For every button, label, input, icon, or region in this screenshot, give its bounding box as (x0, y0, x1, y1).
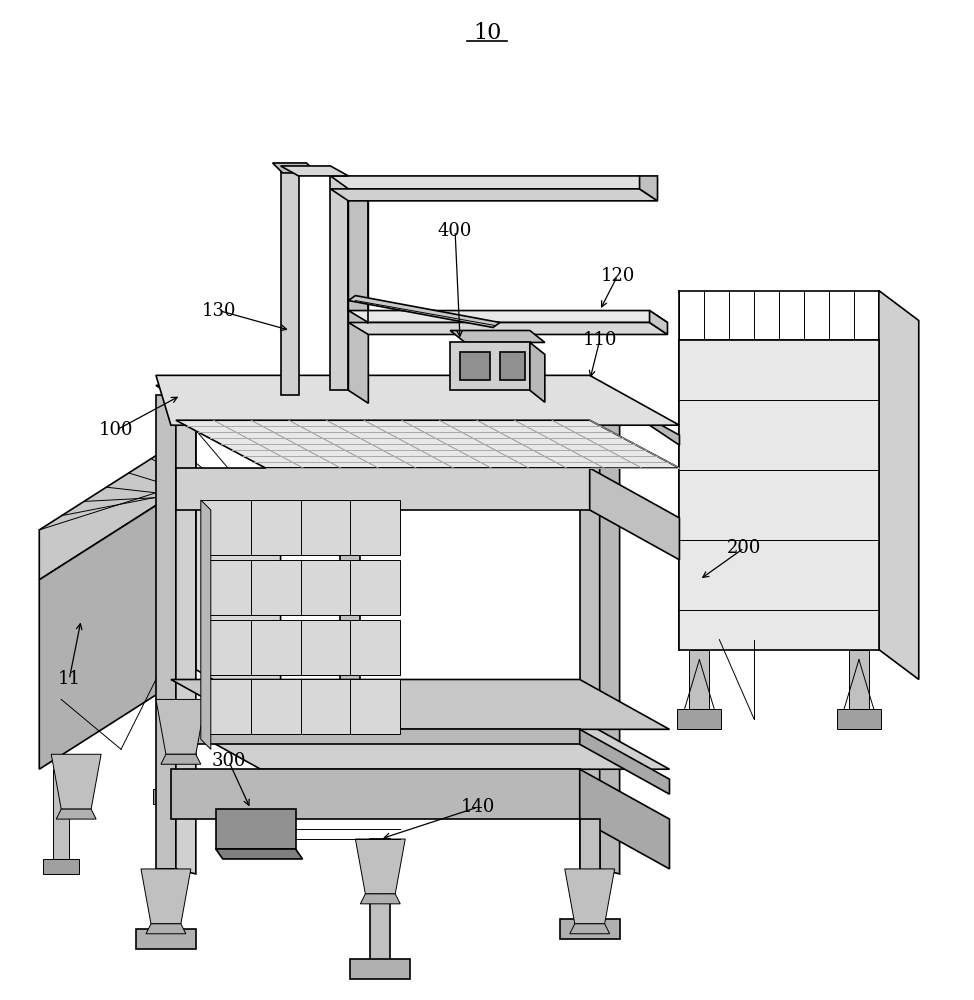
Polygon shape (156, 699, 206, 754)
Polygon shape (39, 480, 196, 769)
Polygon shape (500, 352, 525, 380)
Polygon shape (849, 650, 869, 719)
Polygon shape (349, 296, 500, 327)
Polygon shape (678, 709, 722, 729)
Polygon shape (216, 849, 303, 859)
Polygon shape (600, 395, 619, 874)
Polygon shape (54, 769, 69, 869)
Polygon shape (52, 754, 101, 809)
Polygon shape (201, 679, 400, 734)
Polygon shape (43, 859, 79, 874)
Polygon shape (330, 176, 349, 390)
Polygon shape (360, 894, 400, 904)
Polygon shape (580, 769, 669, 869)
Polygon shape (153, 789, 189, 804)
Polygon shape (530, 342, 544, 402)
Polygon shape (170, 769, 580, 819)
Polygon shape (161, 754, 201, 764)
Polygon shape (580, 819, 600, 929)
Polygon shape (136, 929, 196, 949)
Polygon shape (580, 729, 669, 794)
Polygon shape (356, 839, 405, 894)
Polygon shape (281, 166, 349, 176)
Polygon shape (170, 729, 580, 744)
Polygon shape (570, 924, 610, 934)
Polygon shape (349, 311, 667, 323)
Polygon shape (565, 869, 615, 924)
Polygon shape (273, 163, 317, 173)
Polygon shape (589, 385, 680, 445)
Polygon shape (176, 420, 680, 468)
Polygon shape (640, 176, 657, 201)
Polygon shape (196, 480, 281, 719)
Polygon shape (176, 468, 589, 510)
Polygon shape (201, 500, 210, 749)
Text: 110: 110 (582, 331, 617, 349)
Polygon shape (330, 189, 657, 201)
Polygon shape (349, 176, 368, 403)
Text: 10: 10 (472, 22, 502, 44)
Text: 140: 140 (461, 798, 495, 816)
Polygon shape (163, 699, 179, 799)
Polygon shape (281, 166, 299, 395)
Polygon shape (156, 385, 605, 395)
Polygon shape (201, 560, 400, 615)
Polygon shape (589, 468, 680, 560)
Polygon shape (176, 395, 196, 874)
Polygon shape (170, 719, 669, 769)
Polygon shape (341, 316, 360, 789)
Polygon shape (201, 620, 400, 675)
Polygon shape (156, 869, 176, 939)
Polygon shape (560, 919, 619, 939)
Polygon shape (879, 291, 918, 679)
Text: 100: 100 (98, 421, 133, 439)
Text: 120: 120 (600, 267, 635, 285)
Polygon shape (156, 395, 176, 869)
Polygon shape (201, 500, 400, 555)
Text: 130: 130 (202, 302, 236, 320)
Polygon shape (680, 340, 879, 650)
Polygon shape (330, 176, 657, 189)
Polygon shape (460, 352, 490, 380)
Polygon shape (216, 809, 295, 849)
Polygon shape (39, 430, 196, 580)
Polygon shape (146, 924, 186, 934)
Polygon shape (450, 342, 530, 390)
Polygon shape (156, 375, 680, 425)
Text: 300: 300 (211, 752, 246, 770)
Polygon shape (370, 839, 391, 969)
Polygon shape (351, 959, 410, 979)
Polygon shape (170, 679, 669, 729)
Polygon shape (837, 709, 880, 729)
Polygon shape (56, 809, 96, 819)
Polygon shape (349, 323, 667, 334)
Polygon shape (141, 869, 191, 924)
Text: 200: 200 (727, 539, 762, 557)
Polygon shape (690, 650, 709, 719)
Polygon shape (650, 311, 667, 334)
Text: 11: 11 (57, 670, 81, 688)
Polygon shape (580, 395, 600, 869)
Polygon shape (450, 330, 544, 342)
Text: 400: 400 (438, 222, 472, 240)
